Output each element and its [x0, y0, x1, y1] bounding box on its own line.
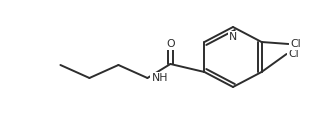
- Text: NH: NH: [151, 73, 168, 83]
- Text: O: O: [166, 39, 175, 49]
- Text: Cl: Cl: [289, 49, 299, 59]
- Text: N: N: [229, 32, 237, 42]
- Text: Cl: Cl: [290, 39, 301, 49]
